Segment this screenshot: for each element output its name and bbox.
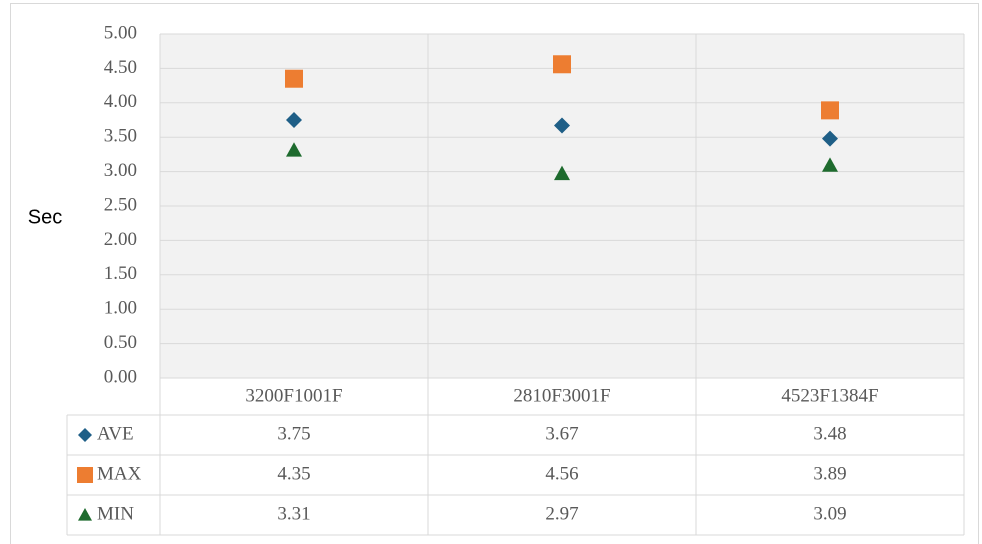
table-value: 3.67 [545,423,578,444]
data-marker [286,112,302,128]
data-marker [554,117,570,134]
y-tick-label: 3.50 [104,126,137,147]
y-tick-label: 4.00 [104,91,137,112]
y-tick-label: 3.00 [104,160,137,181]
data-marker [286,142,302,157]
legend-key [78,428,92,442]
x-tick-label: 3200F1001F [245,385,342,406]
data-marker [822,157,838,172]
table-value: 3.31 [277,503,310,524]
y-tick-label: 0.00 [104,366,137,387]
y-tick-label: 5.00 [104,22,137,43]
y-tick-label: 2.50 [104,194,137,215]
data-marker [821,101,839,120]
legend-key [77,467,93,483]
table-value: 3.09 [813,503,846,524]
table-value: 4.35 [277,463,310,484]
y-tick-label: 0.50 [104,332,137,353]
y-tick-label: 2.00 [104,229,137,250]
table-value: 3.75 [277,423,310,444]
legend-label: MIN [97,503,134,524]
table-value: 3.89 [813,463,846,484]
data-marker [285,69,303,88]
table-value: 3.48 [813,423,846,444]
data-marker [822,130,838,147]
table-value: 4.56 [545,463,578,484]
y-tick-label: 1.00 [104,298,137,319]
x-tick-label: 2810F3001F [513,385,610,406]
table-value: 2.97 [545,503,578,524]
data-marker [553,55,571,74]
data-marker [554,165,570,181]
legend-label: AVE [97,423,134,444]
y-axis-label: Sec [28,206,62,228]
y-tick-label: 4.50 [104,57,137,78]
y-tick-label: 1.50 [104,263,137,284]
legend-key [78,508,92,521]
legend-label: MAX [97,463,142,484]
x-tick-label: 4523F1384F [781,385,878,406]
